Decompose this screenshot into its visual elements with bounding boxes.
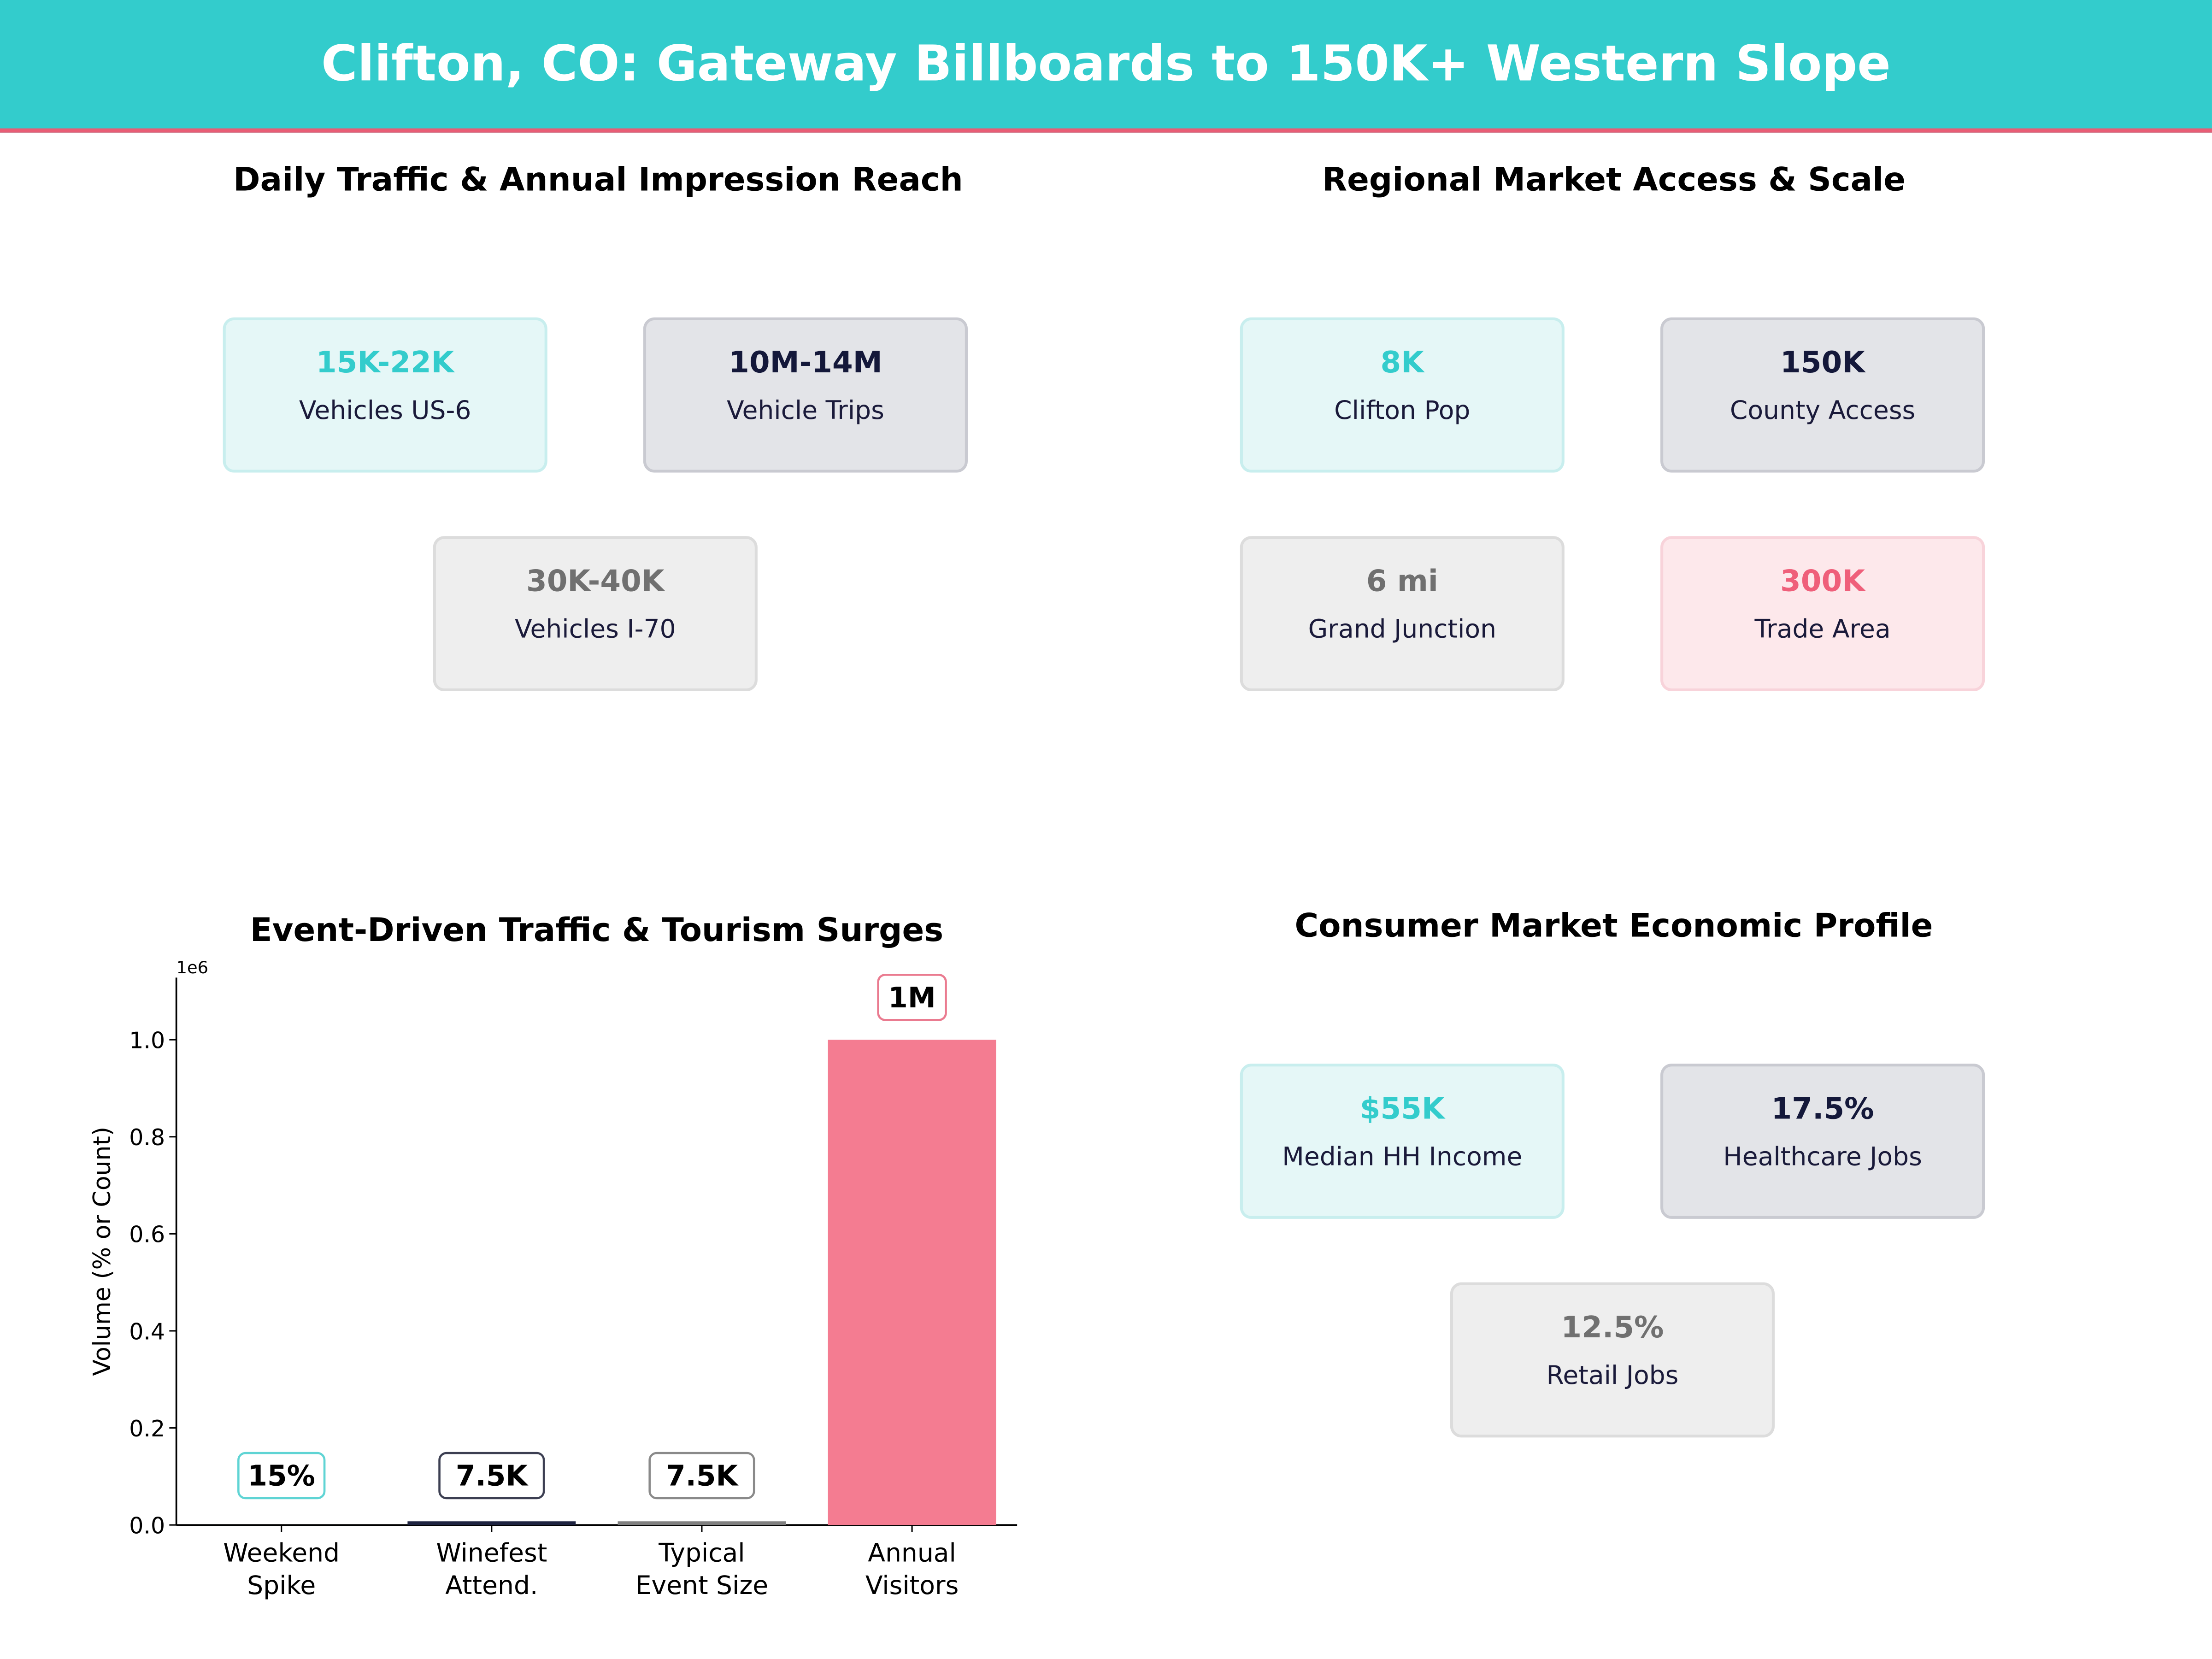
bar	[618, 1521, 786, 1525]
x-tick-label: Annual	[868, 1538, 956, 1568]
metric-label: County Access	[1730, 396, 1916, 426]
x-tick-label: Weekend	[223, 1538, 340, 1568]
metric-card: 17.5% Healthcare Jobs	[1660, 1064, 1985, 1219]
metric-value: 8K	[1380, 345, 1424, 380]
metric-card: 12.5% Retail Jobs	[1450, 1282, 1775, 1438]
metric-value: 300K	[1780, 564, 1865, 598]
y-tick-label: 0.6	[129, 1222, 165, 1248]
metric-value: 30K-40K	[526, 564, 665, 598]
metric-value: 150K	[1780, 345, 1865, 380]
data-label: 7.5K	[666, 1459, 739, 1492]
traffic-panel-title: Daily Traffic & Annual Impression Reach	[233, 162, 963, 199]
data-label: 7.5K	[456, 1459, 529, 1492]
metric-card: 8K Clifton Pop	[1240, 317, 1565, 473]
market-panel-title: Regional Market Access & Scale	[1322, 162, 1906, 199]
metric-label: Vehicles I-70	[515, 615, 676, 645]
metric-label: Trade Area	[1754, 615, 1891, 645]
metric-card: 30K-40K Vehicles I-70	[433, 536, 758, 691]
metric-value: 10M-14M	[729, 345, 882, 380]
data-label-box	[877, 974, 947, 1021]
data-label: 15%	[247, 1459, 315, 1492]
metric-label: Healthcare Jobs	[1723, 1142, 1922, 1172]
data-label: 1M	[888, 982, 936, 1014]
economic-panel-title: Consumer Market Economic Profile	[1294, 908, 1933, 946]
y-tick-label: 1.0	[129, 1028, 165, 1054]
event-traffic-chart: Event-Driven Traffic & Tourism Surges 1e…	[88, 911, 1018, 1600]
x-tick-label: Winefest	[436, 1538, 547, 1568]
x-tick-label: Spike	[247, 1571, 316, 1600]
y-tick-label: 0.0	[129, 1513, 165, 1539]
metric-value: 15K-22K	[316, 345, 454, 380]
chart-title: Event-Driven Traffic & Tourism Surges	[250, 911, 944, 949]
metric-label: Clifton Pop	[1334, 396, 1471, 426]
y-offset-label: 1e6	[176, 958, 208, 977]
metric-card: 15K-22K Vehicles US-6	[223, 317, 547, 473]
metric-label: Vehicle Trips	[727, 396, 884, 426]
metric-label: Grand Junction	[1308, 615, 1497, 645]
metric-card: $55K Median HH Income	[1240, 1064, 1565, 1219]
y-tick-label: 0.2	[129, 1416, 165, 1442]
y-axis-label: Volume (% or Count)	[88, 1127, 116, 1376]
metric-label: Vehicles US-6	[299, 396, 471, 426]
y-tick-label: 0.4	[129, 1318, 165, 1345]
metric-card: 300K Trade Area	[1660, 536, 1985, 691]
metric-card: 150K County Access	[1660, 317, 1985, 473]
data-label-box	[648, 1452, 755, 1500]
metric-value: 6 mi	[1366, 564, 1438, 598]
bar	[407, 1521, 576, 1525]
x-tick-label: Visitors	[865, 1571, 959, 1600]
data-label-box	[237, 1452, 326, 1500]
data-label-box	[438, 1452, 545, 1500]
metric-label: Median HH Income	[1282, 1142, 1523, 1172]
x-tick-label: Typical	[658, 1538, 745, 1568]
x-tick-label: Event Size	[635, 1571, 768, 1600]
page-title: Clifton, CO: Gateway Billboards to 150K+…	[0, 0, 2212, 133]
metric-value: $55K	[1359, 1092, 1445, 1126]
bar	[828, 1040, 996, 1525]
metric-value: 17.5%	[1771, 1092, 1874, 1126]
metric-label: Retail Jobs	[1546, 1361, 1679, 1391]
x-tick-label: Attend.	[445, 1571, 538, 1600]
y-tick-label: 0.8	[129, 1124, 165, 1151]
metric-card: 10M-14M Vehicle Trips	[643, 317, 968, 473]
metric-value: 12.5%	[1561, 1310, 1664, 1345]
metric-card: 6 mi Grand Junction	[1240, 536, 1565, 691]
